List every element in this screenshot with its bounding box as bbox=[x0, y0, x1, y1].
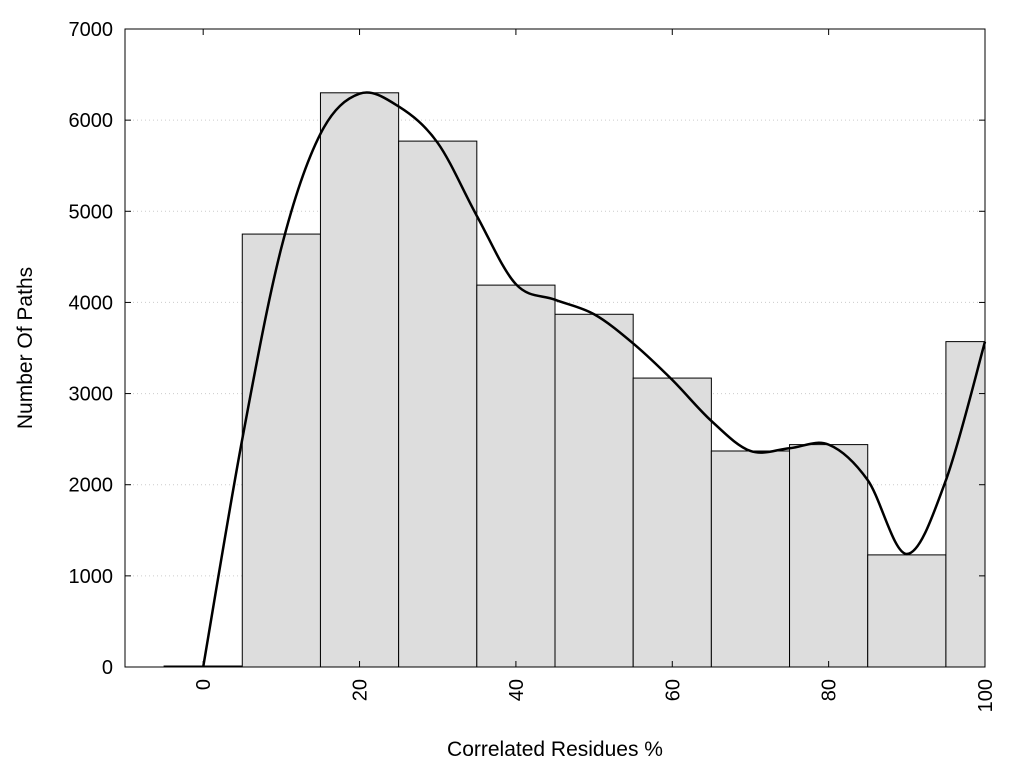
x-axis-label: Correlated Residues % bbox=[447, 738, 663, 761]
bars bbox=[163, 92, 986, 668]
bar-40 bbox=[476, 284, 556, 668]
bar-60 bbox=[632, 377, 712, 668]
x-tick-label: 40 bbox=[506, 679, 528, 701]
bar-100 bbox=[945, 341, 986, 668]
bar-10 bbox=[241, 233, 321, 668]
y-tick-label: 2000 bbox=[69, 475, 114, 497]
plot-frame bbox=[124, 28, 986, 668]
y-axis-ticks: 0 1000 2000 3000 4000 5000 6000 7000 bbox=[69, 19, 985, 679]
x-tick-label: 60 bbox=[662, 679, 684, 701]
y-axis-label: Number Of Paths bbox=[14, 267, 37, 429]
bar-80 bbox=[789, 444, 869, 668]
y-tick-label: 3000 bbox=[69, 384, 114, 406]
y-tick-label: 7000 bbox=[69, 19, 114, 41]
x-axis-ticks: 0 20 40 60 80 100 bbox=[193, 29, 997, 712]
bar-90 bbox=[867, 554, 947, 668]
x-tick-label: 20 bbox=[350, 679, 372, 701]
x-tick-label: 80 bbox=[819, 679, 841, 701]
trend-curve bbox=[201, 91, 987, 668]
y-tick-label: 4000 bbox=[69, 292, 114, 314]
y-tick-label: 0 bbox=[102, 657, 113, 679]
bar-50 bbox=[554, 313, 634, 668]
y-tick-label: 6000 bbox=[69, 110, 114, 132]
bar-20 bbox=[319, 92, 400, 668]
x-tick-label: 100 bbox=[975, 679, 997, 712]
bar-30 bbox=[398, 140, 478, 668]
x-tick-label: 0 bbox=[193, 679, 215, 690]
y-tick-label: 1000 bbox=[69, 566, 114, 588]
y-tick-label: 5000 bbox=[69, 201, 114, 223]
bar-70 bbox=[710, 450, 791, 668]
